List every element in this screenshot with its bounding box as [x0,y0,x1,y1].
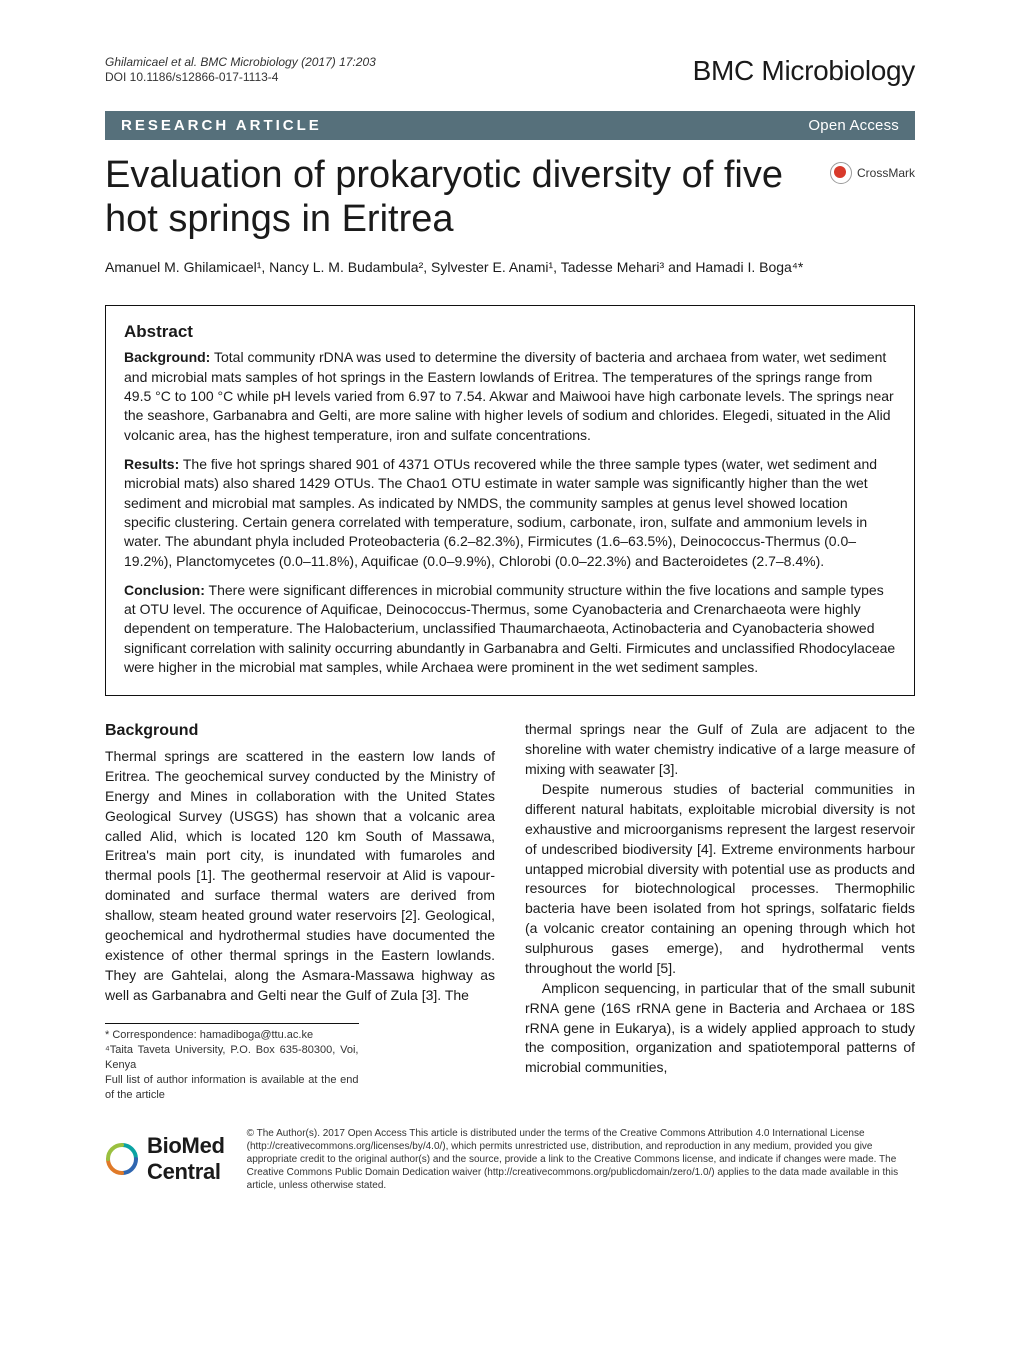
biomed-central-logo: BioMed Central [105,1133,225,1185]
abstract-heading: Abstract [124,322,896,342]
body-p3: Despite numerous studies of bacterial co… [525,780,915,979]
body-p4: Amplicon sequencing, in particular that … [525,979,915,1078]
running-head: Ghilamicael et al. BMC Microbiology (201… [105,55,376,69]
right-column: thermal springs near the Gulf of Zula ar… [525,720,915,1102]
abstract-results: Results: The five hot springs shared 901… [124,455,896,571]
journal-brand: BMC Microbiology [693,55,915,87]
footer-row: BioMed Central © The Author(s). 2017 Ope… [105,1127,915,1192]
correspondence-line: * Correspondence: hamadiboga@ttu.ac.ke [105,1028,359,1043]
abstract-results-label: Results: [124,456,179,472]
doi-line: DOI 10.1186/s12866-017-1113-4 [105,70,376,84]
abstract-box: Abstract Background: Total community rDN… [105,305,915,696]
abstract-conclusion-label: Conclusion: [124,582,205,598]
abstract-conclusion-text: There were significant differences in mi… [124,582,895,675]
author-line: Amanuel M. Ghilamicael¹, Nancy L. M. Bud… [105,259,915,275]
abstract-conclusion: Conclusion: There were significant diffe… [124,581,896,678]
abstract-background-text: Total community rDNA was used to determi… [124,349,894,442]
header-row: Ghilamicael et al. BMC Microbiology (201… [105,55,915,87]
banner-right: Open Access [808,117,899,134]
left-column: Background Thermal springs are scattered… [105,720,495,1102]
abstract-background-label: Background: [124,349,210,365]
bmc-logo-text: BioMed Central [147,1133,225,1185]
article-title: Evaluation of prokaryotic diversity of f… [105,154,812,241]
body-p1: Thermal springs are scattered in the eas… [105,747,495,1005]
banner-left: RESEARCH ARTICLE [121,117,322,134]
body-p2: thermal springs near the Gulf of Zula ar… [525,720,915,780]
abstract-results-text: The five hot springs shared 901 of 4371 … [124,456,877,569]
bmc-swirl-icon [105,1142,139,1176]
abstract-background: Background: Total community rDNA was use… [124,348,896,445]
title-row: Evaluation of prokaryotic diversity of f… [105,154,915,241]
header-left: Ghilamicael et al. BMC Microbiology (201… [105,55,376,84]
page-root: Ghilamicael et al. BMC Microbiology (201… [0,0,1020,1222]
crossmark-label: CrossMark [857,166,915,180]
body-columns: Background Thermal springs are scattered… [105,720,915,1102]
full-list-line: Full list of author information is avail… [105,1073,359,1103]
crossmark-icon [830,162,852,184]
footnotes: * Correspondence: hamadiboga@ttu.ac.ke ⁴… [105,1023,359,1102]
crossmark-badge[interactable]: CrossMark [830,162,915,184]
article-type-banner: RESEARCH ARTICLE Open Access [105,111,915,140]
affiliation-line: ⁴Taita Taveta University, P.O. Box 635-8… [105,1043,359,1073]
license-text: © The Author(s). 2017 Open Access This a… [247,1127,915,1192]
background-heading: Background [105,720,495,743]
